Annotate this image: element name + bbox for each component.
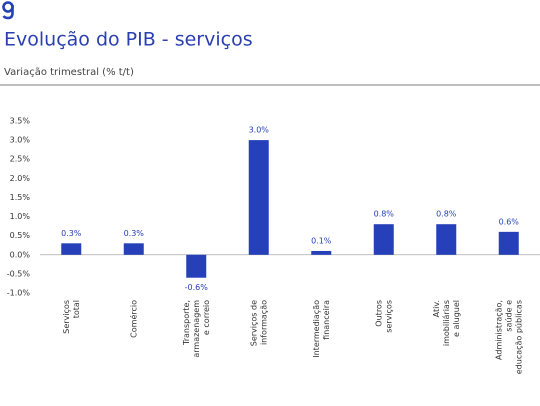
x-tick-label: total bbox=[72, 300, 81, 318]
chart-subtitle: Variação trimestral (% t/t) bbox=[4, 67, 134, 78]
y-tick-label: -1.0% bbox=[7, 289, 31, 298]
y-tick-label: 3.0% bbox=[10, 136, 31, 145]
y-tick-label: 3.5% bbox=[10, 117, 31, 126]
x-tick-label: Administração, bbox=[494, 300, 503, 360]
x-tick-label: armazenagem bbox=[192, 300, 201, 358]
x-tick-label: informação bbox=[259, 300, 268, 345]
bar bbox=[311, 250, 332, 255]
chart-title: Evolução do PIB - serviços bbox=[4, 29, 253, 51]
bar bbox=[186, 254, 207, 278]
y-tick-label: 2.0% bbox=[10, 174, 31, 183]
y-tick-label: 2.5% bbox=[10, 155, 31, 164]
y-tick-label: -0.5% bbox=[7, 269, 31, 278]
x-tick-label: Comércio bbox=[128, 300, 138, 338]
x-tick-label: financeira bbox=[322, 300, 331, 340]
y-tick-label: 1.5% bbox=[10, 193, 31, 202]
value-label: 0.1% bbox=[311, 236, 332, 245]
x-tick-label: Serviços bbox=[62, 300, 71, 334]
bar bbox=[373, 224, 394, 255]
x-tick-label: e aluguel bbox=[452, 300, 461, 337]
x-tick-label: serviços bbox=[384, 300, 393, 333]
x-tick-label: Outros bbox=[374, 300, 383, 327]
y-tick-label: 0.0% bbox=[10, 250, 31, 259]
x-tick-label: Serviços de bbox=[249, 300, 258, 346]
value-label: 0.3% bbox=[124, 229, 145, 238]
x-tick-label: e correio bbox=[202, 300, 211, 335]
x-tick-label: imobiliárias bbox=[442, 300, 451, 346]
logo bbox=[2, 1, 14, 20]
value-label: 0.8% bbox=[374, 210, 395, 219]
value-label: -0.6% bbox=[185, 283, 209, 292]
value-label: 0.8% bbox=[436, 210, 457, 219]
y-tick-label: 1.0% bbox=[10, 212, 31, 221]
x-tick-label: Intermediação bbox=[312, 300, 321, 358]
bar bbox=[436, 224, 457, 255]
y-tick-label: 0.5% bbox=[10, 231, 31, 240]
value-label: 0.3% bbox=[61, 229, 82, 238]
bar bbox=[61, 243, 82, 255]
x-tick-label: educação públicas bbox=[514, 300, 523, 374]
x-tick-label: Transporte, bbox=[182, 300, 191, 346]
bar bbox=[498, 231, 519, 255]
x-tick-label: Ativ. bbox=[432, 300, 441, 317]
x-tick-label: saúde e bbox=[504, 300, 513, 332]
bar bbox=[123, 243, 144, 255]
bar bbox=[248, 140, 269, 255]
value-label: 0.6% bbox=[499, 217, 520, 226]
value-label: 3.0% bbox=[249, 126, 270, 135]
